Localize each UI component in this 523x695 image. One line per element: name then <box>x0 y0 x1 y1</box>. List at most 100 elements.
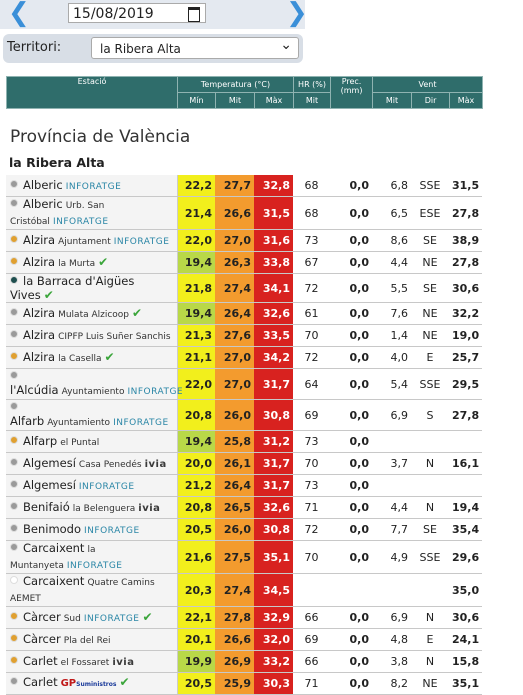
cell-min: 21,4 <box>177 196 215 230</box>
cell-mit: 26,4 <box>215 474 254 497</box>
cell-dir: N <box>411 496 449 519</box>
cell-min: 20,3 <box>177 573 215 607</box>
station-name[interactable]: Alzira <box>23 305 56 320</box>
status-dot <box>10 576 18 584</box>
cell-vmax: 19,4 <box>449 496 482 519</box>
station-name[interactable]: l'Alcúdia <box>10 383 59 397</box>
cell-vmit: 8,6 <box>372 229 411 252</box>
station-sub: el Fossaret <box>60 657 110 668</box>
station-badge: ivia <box>112 656 135 668</box>
cell-hr: 73 <box>293 229 330 252</box>
cell-prec: 0,0 <box>330 196 372 230</box>
station-name[interactable]: Alberic <box>23 177 63 192</box>
station-sub: Urb. San Cristóbal <box>10 201 105 227</box>
date-bar: ❮ 15/08/2019 ❯ <box>0 0 308 29</box>
station-name[interactable]: Alzira <box>23 327 56 342</box>
station-cell: Càrcer Pla del Rei <box>6 628 178 651</box>
cell-mit: 26,1 <box>215 452 254 475</box>
cell-min: 19,4 <box>177 302 215 325</box>
header-sub: Màx <box>253 92 295 109</box>
station-cell: Algemesí INFORATGE <box>6 474 178 497</box>
status-dot <box>10 234 18 243</box>
cell-dir: SE <box>411 273 449 303</box>
station-row: la Barraca d'Aigües Vives ✔ 21,8 27,4 34,1 72… <box>6 273 482 303</box>
station-name[interactable]: Alzira <box>23 232 56 247</box>
cell-mit: 26,6 <box>215 196 254 230</box>
cell-max: 31,5 <box>254 196 293 230</box>
territori-bar: Territori: la Ribera Alta <box>3 34 303 63</box>
cell-mit: 27,4 <box>215 273 254 303</box>
cell-prec: 0,0 <box>330 540 372 574</box>
station-name[interactable]: Càrcer <box>23 609 61 624</box>
check-mark: ✔ <box>43 288 54 302</box>
date-text: 15/08/2019 <box>73 6 154 22</box>
cell-hr: 69 <box>293 399 330 431</box>
cell-prec: 0,0 <box>330 324 372 347</box>
station-row: Alzira Ajuntament INFORATGE 22,0 27,0 31,6 73 0… <box>6 229 482 252</box>
station-name[interactable]: Alberic <box>23 197 63 211</box>
station-name[interactable]: Benifaió <box>23 499 70 514</box>
cell-vmit: 6,5 <box>372 196 411 230</box>
station-name[interactable]: Carlet <box>23 653 58 668</box>
cell-vmit: 7,6 <box>372 302 411 325</box>
cell-prec: 0,0 <box>330 606 372 629</box>
calendar-icon[interactable] <box>188 7 200 22</box>
station-cell: Alberic INFORATGE <box>6 175 178 197</box>
status-dot <box>10 633 18 642</box>
cell-vmit: 6,9 <box>372 399 411 431</box>
station-name[interactable]: la Barraca d'Aigües Vives <box>10 274 135 302</box>
check-mark: ✔ <box>98 254 109 269</box>
station-name[interactable]: Alfarb <box>10 414 45 428</box>
cell-hr: 70 <box>293 324 330 347</box>
status-dot <box>10 457 18 466</box>
cell-min: 22,1 <box>177 606 215 629</box>
cell-vmit: 7,7 <box>372 518 411 541</box>
cell-dir: E <box>411 628 449 651</box>
cell-min: 21,3 <box>177 324 215 347</box>
header-station: Estació <box>6 76 178 109</box>
cell-mit: 27,4 <box>215 573 254 607</box>
station-name[interactable]: Carcaixent <box>23 541 85 555</box>
cell-mit: 27,8 <box>215 606 254 629</box>
station-sub: la Casella <box>58 353 102 364</box>
station-sub: Ayuntamiento <box>61 387 125 397</box>
prev-day-button[interactable]: ❮ <box>8 0 30 28</box>
cell-vmax: 19,0 <box>449 324 482 347</box>
cell-max: 30,8 <box>254 518 293 541</box>
cell-min: 20,8 <box>177 399 215 431</box>
station-badge: INFORATGE <box>84 525 140 536</box>
next-day-button[interactable]: ❯ <box>286 0 308 28</box>
cell-mit: 26,0 <box>215 399 254 431</box>
territori-label: Territori: <box>7 40 62 55</box>
station-badge: INFORATGE <box>113 418 169 428</box>
cell-vmax: 15,8 <box>449 650 482 673</box>
station-name[interactable]: Càrcer <box>23 631 61 646</box>
station-row: Alzira la Murta ✔ 19,4 26,3 33,8 67 0,0 4,4 NE 27,… <box>6 251 482 274</box>
cell-max: 32,6 <box>254 496 293 519</box>
cell-mit: 26,4 <box>215 302 254 325</box>
station-name[interactable]: Alzira <box>23 254 56 269</box>
cell-min: 20,5 <box>177 518 215 541</box>
station-name[interactable]: Algemesí <box>23 455 76 470</box>
station-row: Carlet GPSuministros ✔ 20,5 25,9 30,3 71 0,0 8,2… <box>6 672 482 695</box>
header-prec: Prec. (mm) <box>330 76 374 109</box>
station-name[interactable]: Carlet <box>23 675 58 689</box>
station-cell: Carcaixent la Muntanyeta INFORATGE <box>6 540 178 574</box>
territori-select[interactable]: la Ribera Alta <box>91 34 299 59</box>
cell-min: 21,2 <box>177 474 215 497</box>
station-name[interactable]: Algemesí <box>23 477 76 492</box>
cell-dir: NE <box>411 302 449 325</box>
cell-hr: 68 <box>293 196 330 230</box>
cell-vmit: 6,8 <box>372 175 411 197</box>
station-badge: INFORATGE <box>113 236 170 247</box>
date-input[interactable]: 15/08/2019 <box>68 3 206 23</box>
cell-hr: 71 <box>293 672 330 695</box>
cell-vmax: 30,6 <box>449 273 482 303</box>
station-name[interactable]: Benimodo <box>23 521 82 536</box>
station-name[interactable]: Carcaixent <box>23 574 85 588</box>
station-name[interactable]: Alfarp <box>23 433 58 448</box>
cell-hr: 73 <box>293 474 330 497</box>
station-name[interactable]: Alzira <box>23 349 56 364</box>
cell-vmax: 35,0 <box>449 573 482 607</box>
region-title: la Ribera Alta <box>9 155 105 170</box>
